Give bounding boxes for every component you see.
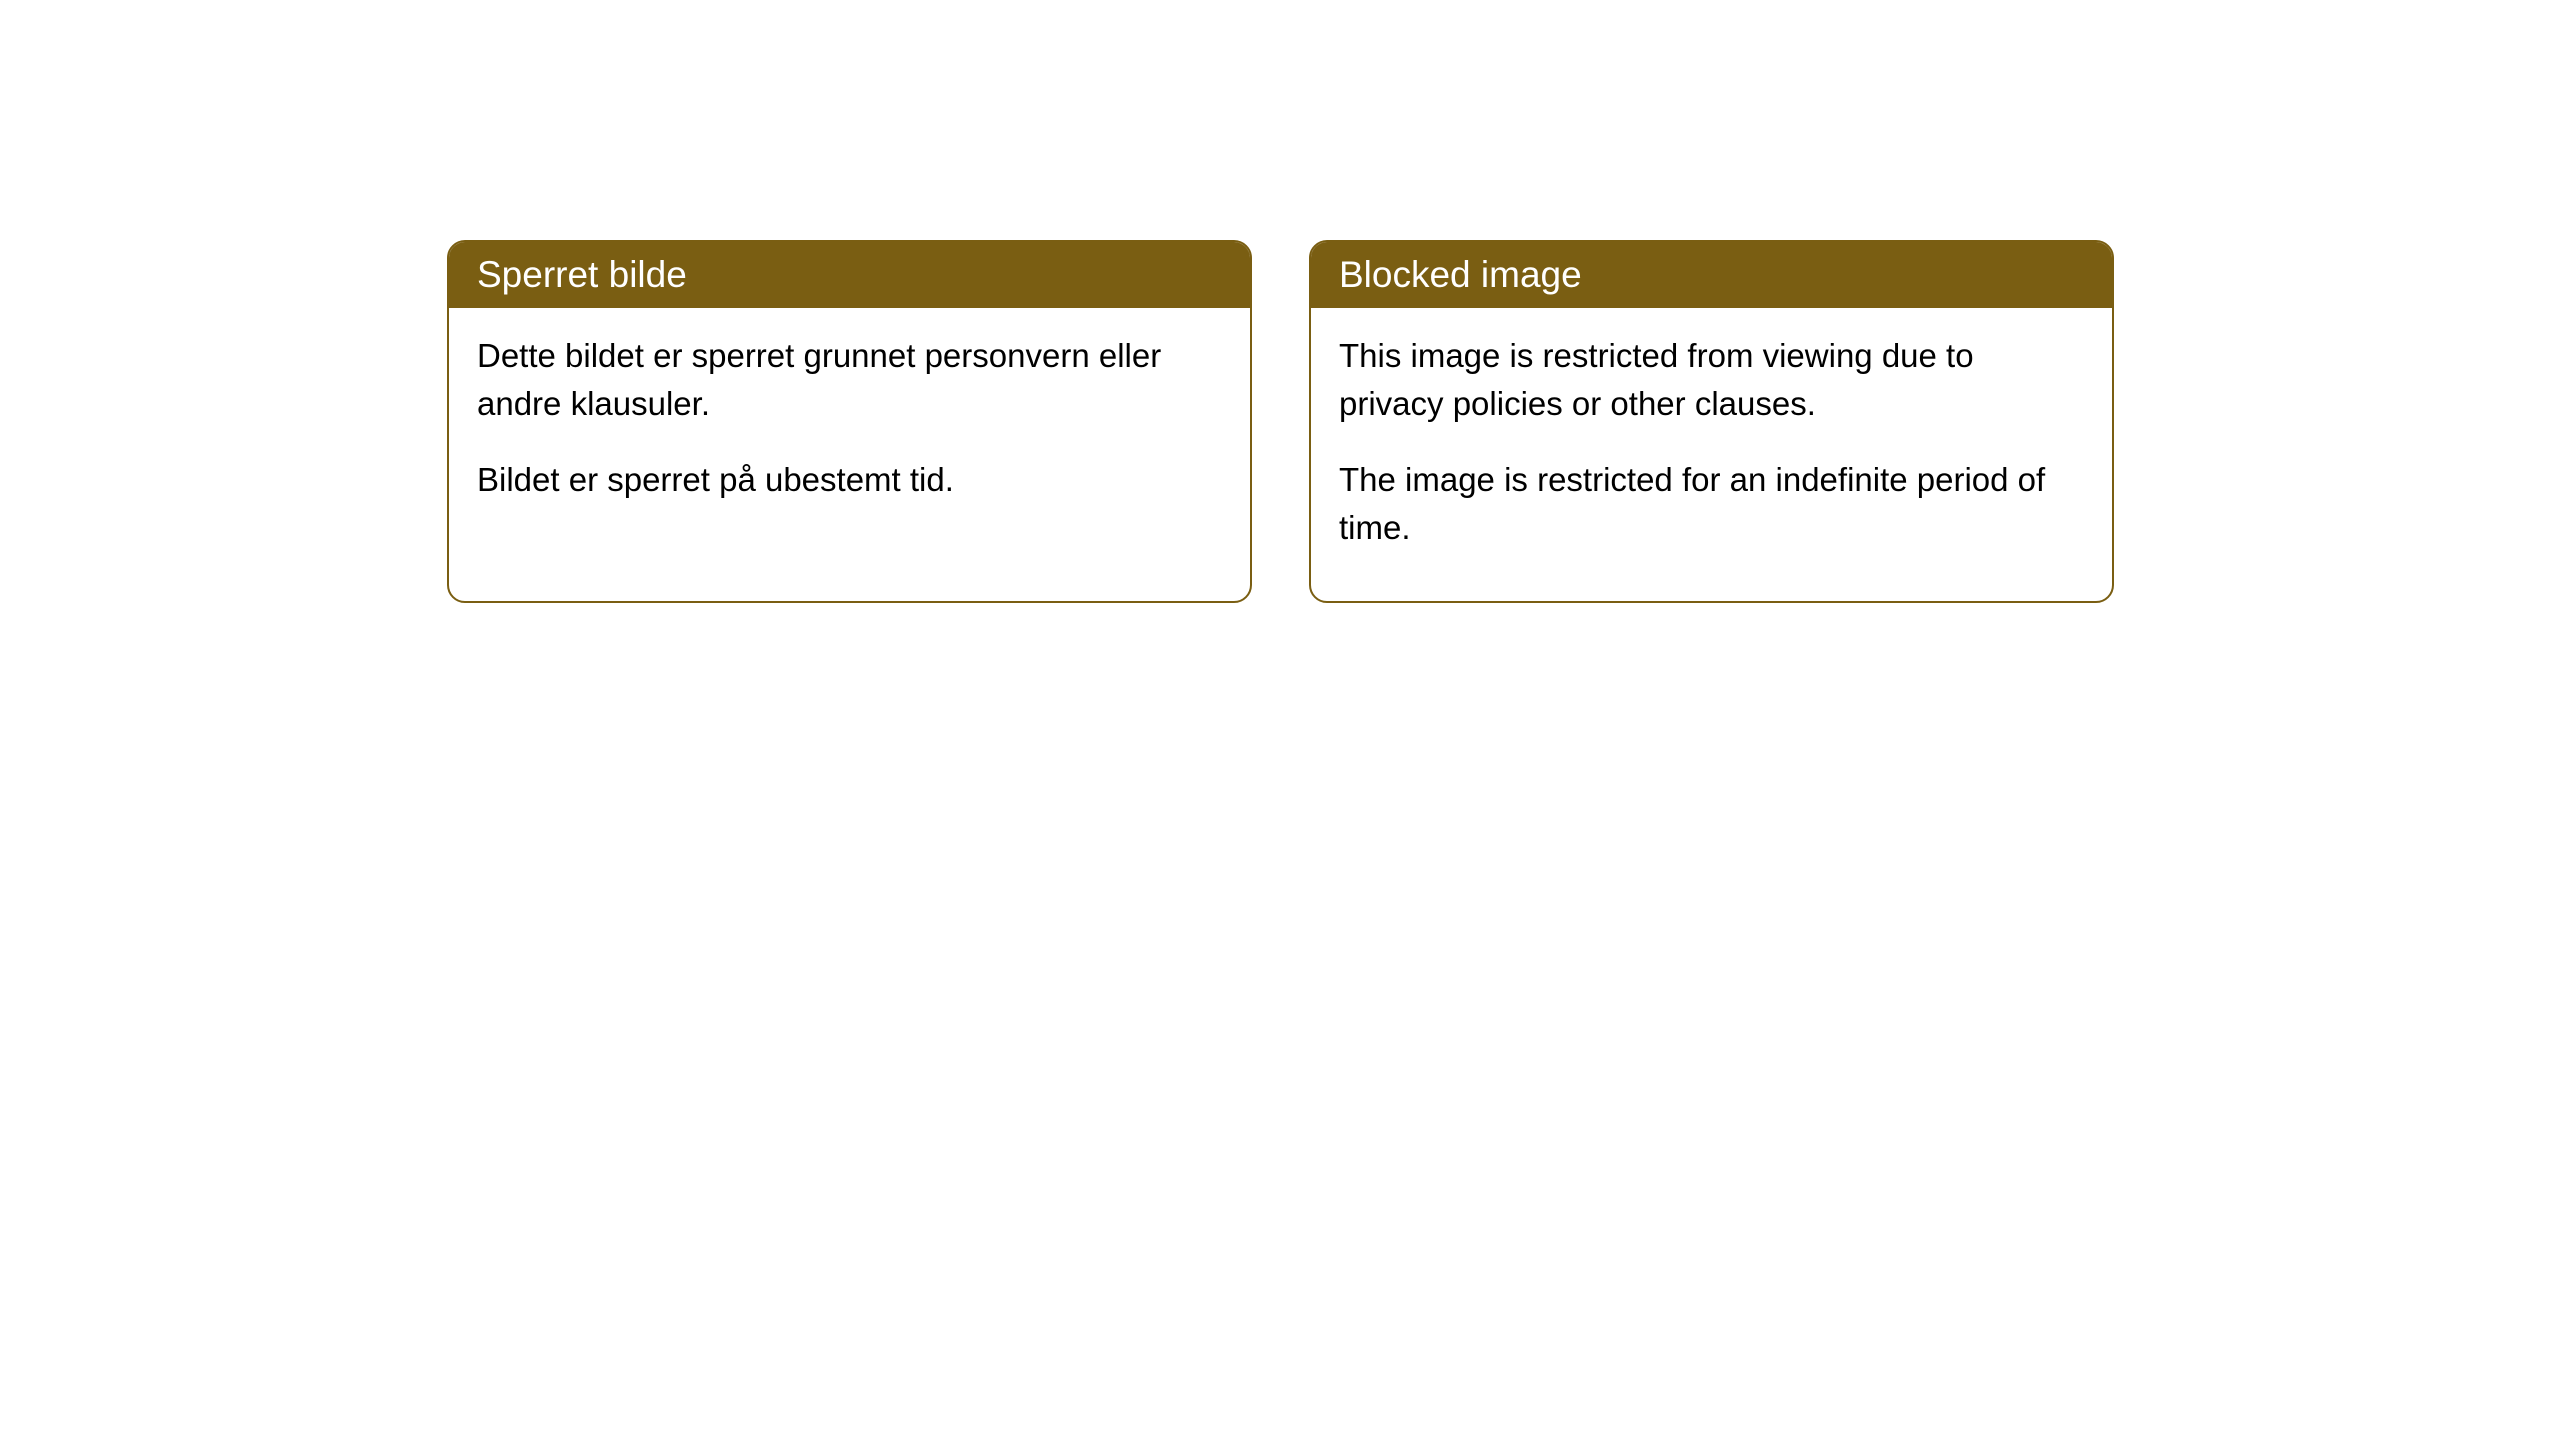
card-header: Blocked image [1311, 242, 2112, 308]
card-body: Dette bildet er sperret grunnet personve… [449, 308, 1250, 554]
card-title: Sperret bilde [477, 254, 687, 295]
card-paragraph: This image is restricted from viewing du… [1339, 332, 2084, 428]
card-paragraph: Bildet er sperret på ubestemt tid. [477, 456, 1222, 504]
card-title: Blocked image [1339, 254, 1582, 295]
card-paragraph: The image is restricted for an indefinit… [1339, 456, 2084, 552]
card-body: This image is restricted from viewing du… [1311, 308, 2112, 601]
card-header: Sperret bilde [449, 242, 1250, 308]
card-paragraph: Dette bildet er sperret grunnet personve… [477, 332, 1222, 428]
notice-card-english: Blocked image This image is restricted f… [1309, 240, 2114, 603]
notice-card-norwegian: Sperret bilde Dette bildet er sperret gr… [447, 240, 1252, 603]
notice-cards-container: Sperret bilde Dette bildet er sperret gr… [447, 240, 2114, 603]
